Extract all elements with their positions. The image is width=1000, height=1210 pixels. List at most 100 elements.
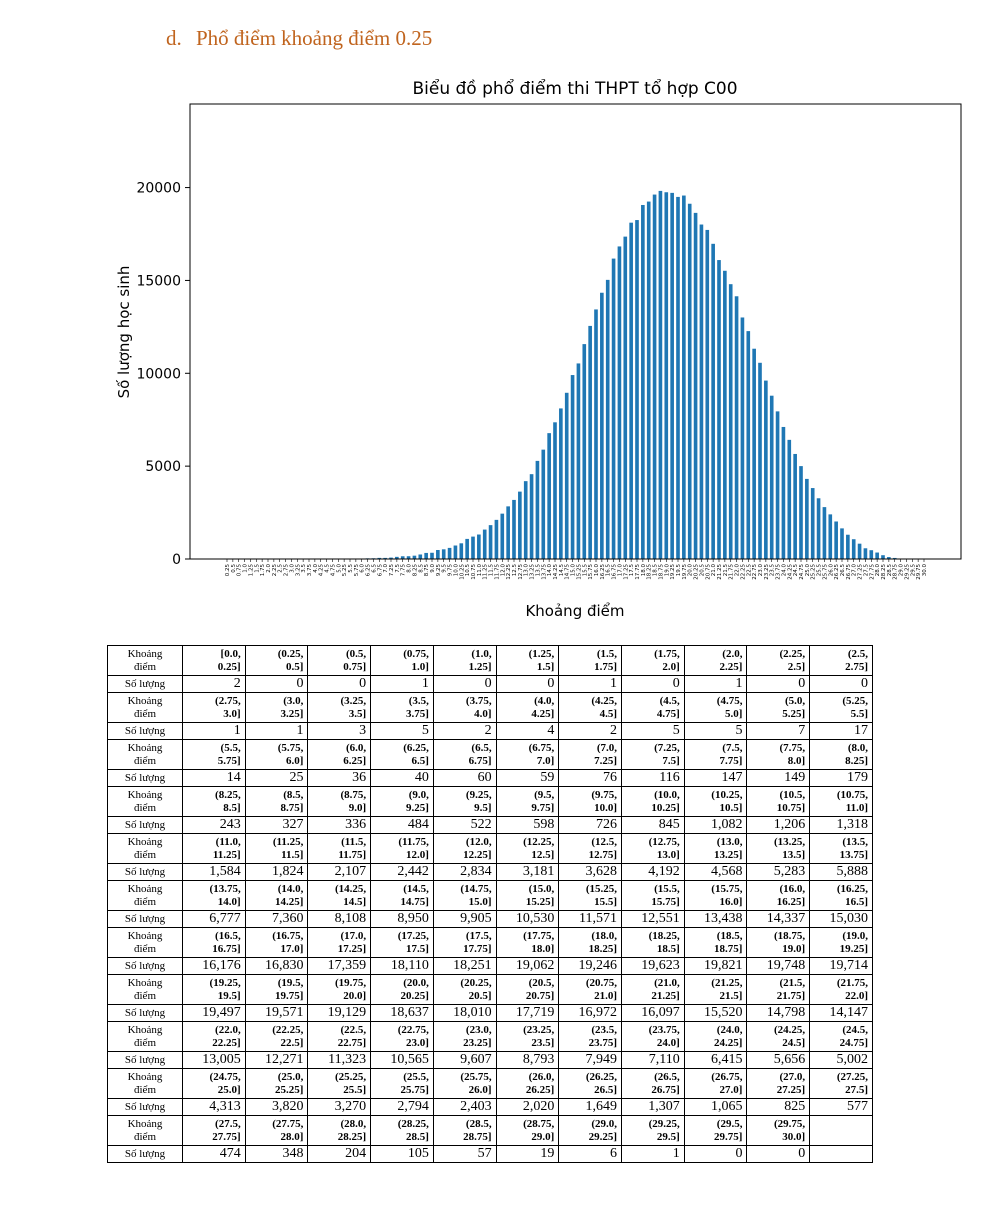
- bar-series: [225, 190, 915, 560]
- count-cell: 57: [432, 1145, 497, 1163]
- range-cell: (20.75, 21.0]: [558, 974, 623, 1005]
- range-cell: (29.5, 29.75]: [683, 1115, 748, 1146]
- x-tick-label: 23.25: [764, 564, 770, 580]
- range-row: Khoảng điểm (8.25, 8.5] (8.5, 8.75] (8.75, 9.0]…: [107, 786, 873, 817]
- x-tick-label: 11.0: [477, 564, 483, 577]
- bar: [752, 348, 756, 559]
- count-cell: 204: [307, 1145, 372, 1163]
- range-cell: (29.75, 30.0]: [746, 1115, 811, 1146]
- range-cell: (22.0, 22.25]: [182, 1021, 246, 1052]
- bar: [793, 453, 797, 559]
- x-axis: 0.25 0.5 0.75 1.0 1.25 1.5 1.75 2.0 2.25 2.5 2.75 3…: [225, 559, 928, 580]
- bar: [529, 474, 534, 559]
- range-cell: (14.0, 14.25]: [244, 880, 309, 911]
- count-cell: 0: [809, 675, 873, 693]
- x-tick-label: 26.0: [828, 564, 834, 577]
- bar: [693, 212, 698, 559]
- bar: [652, 194, 657, 559]
- count-cell: 2: [182, 675, 246, 693]
- bar: [664, 192, 669, 559]
- bar: [500, 513, 505, 559]
- bar: [699, 224, 704, 559]
- count-row: Số lượng 1 1 3 5 2 4 2 5 5 7 17: [107, 722, 873, 740]
- x-tick-label: 11.5: [489, 564, 495, 577]
- x-tick-label: 9.25: [436, 564, 442, 577]
- bar: [705, 229, 710, 559]
- x-tick-label: 29.25: [904, 564, 910, 580]
- count-cell: 2,020: [495, 1098, 560, 1116]
- range-cell: (15.5, 15.75]: [621, 880, 685, 911]
- x-tick-label: 0.75: [237, 564, 243, 577]
- count-row: Số lượng 13,005 12,271 11,323 10,565 9,607 8,7…: [107, 1051, 873, 1069]
- bar: [641, 204, 645, 560]
- bar: [518, 491, 522, 559]
- range-cell: (0.5, 0.75]: [307, 645, 372, 676]
- x-tick-label: 21.5: [723, 564, 729, 577]
- bar: [769, 395, 774, 559]
- range-cell: (3.0, 3.25]: [244, 692, 309, 723]
- x-tick-label: 16.75: [612, 564, 618, 580]
- bar: [851, 539, 856, 559]
- section-heading: d. Phổ điểm khoảng điểm 0.25: [166, 26, 432, 51]
- count-cell: 1: [182, 722, 246, 740]
- count-cell: 7,360: [244, 910, 309, 928]
- x-tick-label: 6.0: [360, 564, 366, 573]
- range-cell: (13.75, 14.0]: [182, 880, 246, 911]
- count-row: Số lượng 243 327 336 484 522 598 726 845 1,082 1,2…: [107, 816, 873, 834]
- x-tick-label: 16.5: [606, 564, 612, 577]
- x-tick-label: 16.0: [594, 564, 600, 577]
- range-cell: (26.75, 27.0]: [683, 1068, 748, 1099]
- x-tick-label: 3.25: [295, 564, 301, 577]
- x-tick-label: 5.75: [354, 564, 360, 577]
- bar: [512, 499, 516, 559]
- count-cell: 10,530: [495, 910, 560, 928]
- x-tick-label: 14.75: [565, 564, 571, 580]
- range-cell: (15.75, 16.0]: [683, 880, 748, 911]
- count-cell: 17: [809, 722, 873, 740]
- bar: [869, 550, 874, 559]
- range-cell: (22.25, 22.5]: [244, 1021, 309, 1052]
- range-cell: (29.0, 29.25]: [558, 1115, 623, 1146]
- count-cell: 1,649: [558, 1098, 623, 1116]
- x-tick-label: 8.5: [418, 564, 424, 573]
- count-row-header: Số lượng: [107, 769, 183, 787]
- bar: [805, 478, 809, 559]
- bar: [635, 220, 639, 560]
- count-cell: 5: [621, 722, 685, 740]
- range-cell: (5.75, 6.0]: [244, 739, 309, 770]
- count-row: Số lượng 16,176 16,830 17,359 18,110 18,251 19…: [107, 957, 873, 975]
- bar: [799, 466, 803, 559]
- range-cell: (7.75, 8.0]: [746, 739, 811, 770]
- count-cell: 19,748: [746, 957, 811, 975]
- x-tick-label: 27.75: [869, 564, 875, 580]
- x-tick-label: 2.5: [278, 564, 284, 573]
- x-tick-label: 25.75: [822, 564, 828, 580]
- x-tick-label: 7.75: [401, 564, 407, 577]
- range-cell: (13.25, 13.5]: [746, 833, 811, 864]
- count-cell: 60: [432, 769, 497, 787]
- count-row: Số lượng 14 25 36 40 60 59 76 116 147 149 179: [107, 769, 873, 787]
- count-cell: 4: [495, 722, 560, 740]
- count-cell: 16,176: [182, 957, 246, 975]
- x-tick-label: 22.75: [752, 564, 758, 580]
- count-cell: 1: [683, 675, 748, 693]
- range-cell: (2.5, 2.75]: [809, 645, 873, 676]
- range-cell: (14.75, 15.0]: [432, 880, 497, 911]
- count-cell: 845: [621, 816, 685, 834]
- bar: [887, 557, 891, 559]
- range-cell: (25.5, 25.75]: [370, 1068, 434, 1099]
- bar: [787, 439, 792, 559]
- range-cell: (19.25, 19.5]: [182, 974, 246, 1005]
- range-cell: (12.25, 12.5]: [495, 833, 560, 864]
- range-cell: (7.5, 7.75]: [683, 739, 748, 770]
- count-row-header: Số lượng: [107, 910, 183, 928]
- count-cell: 522: [432, 816, 497, 834]
- bar: [471, 536, 475, 559]
- x-tick-label: 21.25: [717, 564, 723, 580]
- range-cell: (9.0, 9.25]: [370, 786, 434, 817]
- x-tick-label: 29.0: [899, 564, 905, 577]
- range-cell: (27.0, 27.25]: [746, 1068, 811, 1099]
- x-tick-label: 3.0: [289, 564, 295, 573]
- x-tick-label: 0.5: [231, 564, 237, 573]
- range-cell: (0.25, 0.5]: [244, 645, 309, 676]
